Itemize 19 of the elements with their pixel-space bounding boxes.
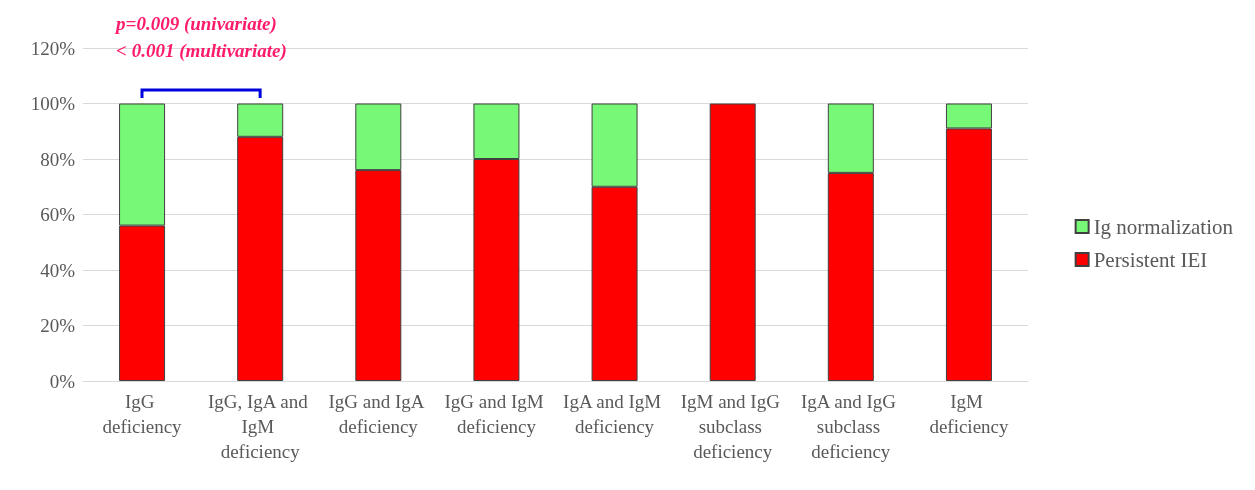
x-tick-label: IgM deficiency — [929, 391, 1009, 437]
x-tick-label: IgA and IgM deficiency — [563, 391, 667, 437]
y-tick-label: 80% — [40, 148, 76, 170]
bar — [709, 103, 756, 381]
legend-label: Ig normalization — [1093, 214, 1234, 239]
y-tick-label: 40% — [40, 259, 76, 281]
x-tick-label: IgG and IgA deficiency — [328, 391, 429, 437]
annotation: p=0.009 (univariate) < 0.001 (multivariate) — [114, 13, 287, 62]
legend-label: Persistent IEI — [1093, 247, 1208, 272]
x-tick-label: IgM and IgG subclass deficiency — [680, 391, 785, 462]
y-tick-label: 60% — [40, 204, 76, 225]
y-tick-label: 0% — [49, 370, 76, 392]
y-tick-label: 120% — [30, 37, 76, 59]
y-tick-label: 20% — [40, 315, 76, 336]
x-tick-label: IgG, IgA and IgM deficiency — [207, 391, 313, 462]
y-tick-label: 100% — [30, 93, 76, 114]
x-tick-label: IgA and IgG subclass deficiency — [800, 391, 901, 462]
x-tick-label: IgG deficiency — [102, 391, 183, 437]
x-tick-label: IgG and IgM deficiency — [444, 391, 549, 437]
